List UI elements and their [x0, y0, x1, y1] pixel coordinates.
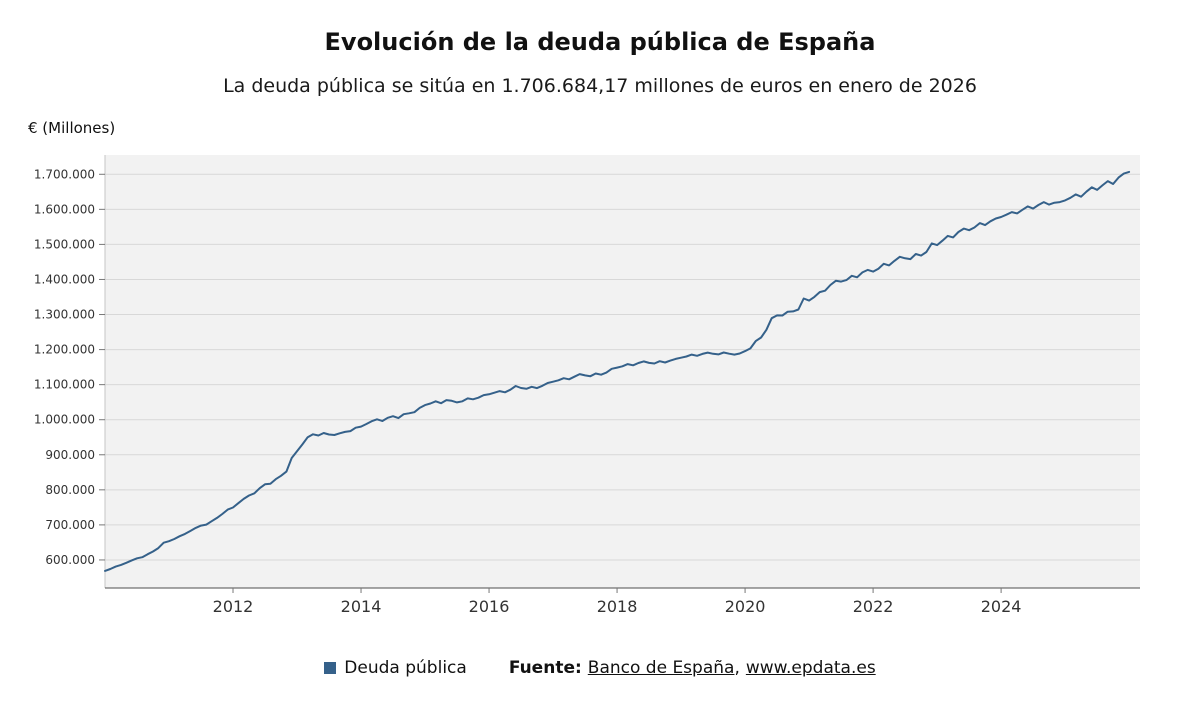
chart-title: Evolución de la deuda pública de España	[324, 28, 876, 56]
chart-subtitle: La deuda pública se sitúa en 1.706.684,1…	[223, 75, 977, 97]
svg-text:900.000: 900.000	[45, 448, 95, 462]
svg-text:600.000: 600.000	[45, 553, 95, 567]
plot-background	[105, 155, 1140, 588]
svg-text:1.400.000: 1.400.000	[34, 272, 95, 286]
source-separator: ,	[734, 658, 740, 678]
svg-text:2024: 2024	[981, 597, 1022, 616]
gridlines	[105, 173, 1140, 561]
source-prefix: Fuente:	[508, 658, 582, 678]
source-line: Fuente: Banco de España, www.epdata.es	[509, 658, 876, 678]
y-axis-unit-label: € (Millones)	[28, 119, 116, 137]
svg-text:800.000: 800.000	[45, 483, 95, 497]
svg-text:1.700.000: 1.700.000	[34, 167, 95, 181]
svg-text:1.200.000: 1.200.000	[34, 343, 95, 357]
x-axis-tick-labels: 2012 2014 2016 2018 2020 2022 2024	[213, 588, 1022, 616]
chart-footer: Deuda pública Fuente: Banco de España, www…	[0, 658, 1200, 678]
svg-text:1.100.000: 1.100.000	[34, 378, 95, 392]
svg-text:1.600.000: 1.600.000	[34, 202, 95, 216]
legend-item-deuda-publica[interactable]: Deuda pública	[324, 658, 467, 678]
svg-text:2018: 2018	[597, 597, 638, 616]
legend-label: Deuda pública	[344, 658, 467, 678]
source-link-banco-espana[interactable]: Banco de España	[587, 658, 735, 678]
svg-text:2016: 2016	[469, 597, 510, 616]
svg-text:2012: 2012	[213, 597, 254, 616]
svg-text:1.500.000: 1.500.000	[34, 237, 95, 251]
debt-line-series	[104, 170, 1131, 572]
axis-lines	[104, 155, 1140, 589]
source-link-epdata[interactable]: www.epdata.es	[745, 658, 876, 678]
debt-line-chart: 600.000 700.000 800.000 900.000 1.000.000 1.1…	[34, 155, 1140, 616]
svg-text:1.000.000: 1.000.000	[34, 413, 95, 427]
svg-text:2014: 2014	[341, 597, 382, 616]
y-axis-tick-labels: 600.000 700.000 800.000 900.000 1.000.000 1.1…	[34, 167, 105, 567]
svg-text:1.300.000: 1.300.000	[34, 308, 95, 322]
svg-text:700.000: 700.000	[45, 518, 95, 532]
legend-marker-icon	[324, 662, 337, 674]
svg-text:2022: 2022	[853, 597, 894, 616]
svg-text:2020: 2020	[725, 597, 766, 616]
